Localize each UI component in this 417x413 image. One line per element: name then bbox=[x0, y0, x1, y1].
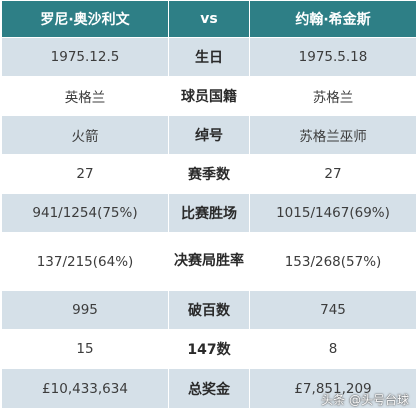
header-vs: vs bbox=[168, 0, 250, 38]
cell-right: 1015/1467(69%) bbox=[249, 193, 417, 233]
cell-right: 745 bbox=[249, 290, 417, 330]
cell-left: 英格兰 bbox=[1, 76, 169, 116]
cell-right: 苏格兰 bbox=[249, 76, 417, 116]
table-row: 941/1254(75%) 比赛胜场 1015/1467(69%) bbox=[1, 193, 417, 233]
cell-right: 8 bbox=[249, 329, 417, 369]
cell-left: 1975.12.5 bbox=[1, 37, 169, 77]
table-header-row: 罗尼·奥沙利文 vs 约翰·希金斯 bbox=[1, 0, 417, 38]
table-row: 27 赛季数 27 bbox=[1, 154, 417, 194]
cell-left: 15 bbox=[1, 329, 169, 369]
table-row: 英格兰 球员国籍 苏格兰 bbox=[1, 76, 417, 116]
cell-right: £7,851,209 bbox=[249, 368, 417, 409]
cell-label: 球员国籍 bbox=[168, 76, 250, 116]
cell-left: 27 bbox=[1, 154, 169, 194]
cell-right: 苏格兰巫师 bbox=[249, 115, 417, 155]
table-row: £10,433,634 总奖金 £7,851,209 bbox=[1, 368, 417, 409]
table-row: 1975.12.5 生日 1975.5.18 bbox=[1, 37, 417, 77]
table-row: 137/215(64%) 决赛局胜率 153/268(57%) bbox=[1, 232, 417, 291]
cell-label: 绰号 bbox=[168, 115, 250, 155]
table-row: 15 147数 8 bbox=[1, 329, 417, 369]
cell-label: 赛季数 bbox=[168, 154, 250, 194]
table-row: 995 破百数 745 bbox=[1, 290, 417, 330]
cell-label: 决赛局胜率 bbox=[168, 232, 250, 291]
cell-left: 941/1254(75%) bbox=[1, 193, 169, 233]
cell-label: 生日 bbox=[168, 37, 250, 77]
cell-label: 147数 bbox=[168, 329, 250, 369]
cell-left: 火箭 bbox=[1, 115, 169, 155]
cell-right: 1975.5.18 bbox=[249, 37, 417, 77]
cell-right: 153/268(57%) bbox=[249, 232, 417, 291]
table-row: 火箭 绰号 苏格兰巫师 bbox=[1, 115, 417, 155]
cell-left: £10,433,634 bbox=[1, 368, 169, 409]
cell-label: 比赛胜场 bbox=[168, 193, 250, 233]
cell-left: 137/215(64%) bbox=[1, 232, 169, 291]
header-player-left: 罗尼·奥沙利文 bbox=[1, 0, 169, 38]
cell-label: 破百数 bbox=[168, 290, 250, 330]
cell-left: 995 bbox=[1, 290, 169, 330]
header-player-right: 约翰·希金斯 bbox=[249, 0, 417, 38]
cell-right: 27 bbox=[249, 154, 417, 194]
cell-label: 总奖金 bbox=[168, 368, 250, 409]
watermark: 头条 @头号台球 bbox=[321, 393, 409, 407]
